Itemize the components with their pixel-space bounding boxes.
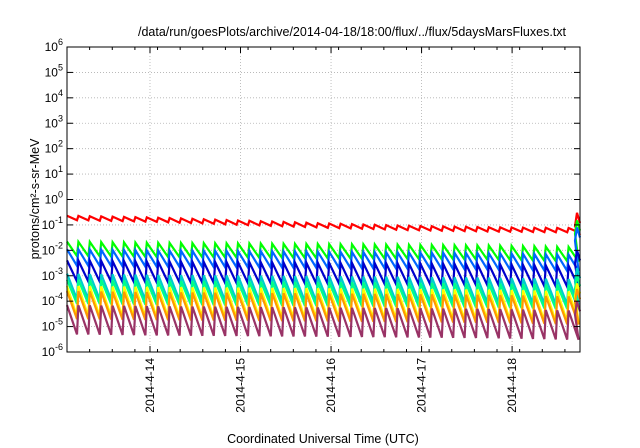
y-tick-label: 10-4 <box>42 291 63 308</box>
y-tick-label: 100 <box>45 190 63 207</box>
x-axis-label: Coordinated Universal Time (UTC) <box>227 432 419 446</box>
y-tick-label: 101 <box>45 164 63 181</box>
y-axis: 106 105 104 103 102 101 100 10-1 10-2 10-3 10-4 10-… <box>42 37 580 359</box>
y-tick-label: 104 <box>45 88 63 105</box>
x-tick-label: 2014-4-16 <box>324 358 338 413</box>
data-series <box>65 212 582 341</box>
y-tick-label: 102 <box>45 139 63 156</box>
y-tick-label: 10-5 <box>42 317 63 334</box>
x-axis: 2014-4-14 2014-4-15 2014-4-16 2014-4-17 2014… <box>66 47 566 413</box>
x-tick-label: 2014-4-18 <box>505 358 519 413</box>
y-tick-label: 10-3 <box>42 266 63 283</box>
y-tick-label: 10-6 <box>42 342 63 359</box>
y-tick-label: 103 <box>45 113 63 130</box>
x-tick-label: 2014-4-15 <box>234 358 248 413</box>
y-tick-label: 10-2 <box>42 240 63 257</box>
series-line-8 <box>65 300 582 341</box>
y-tick-label: 10-1 <box>42 215 63 232</box>
series-line-0 <box>66 212 582 235</box>
x-tick-label: 2014-4-17 <box>415 358 429 413</box>
y-tick-label: 106 <box>45 37 63 54</box>
y-tick-label: 105 <box>45 62 63 79</box>
x-tick-label: 2014-4-14 <box>143 358 157 413</box>
y-axis-label: protons/cm²-s-sr-MeV <box>28 138 42 260</box>
chart-title: /data/run/goesPlots/archive/2014-04-18/1… <box>138 25 567 39</box>
